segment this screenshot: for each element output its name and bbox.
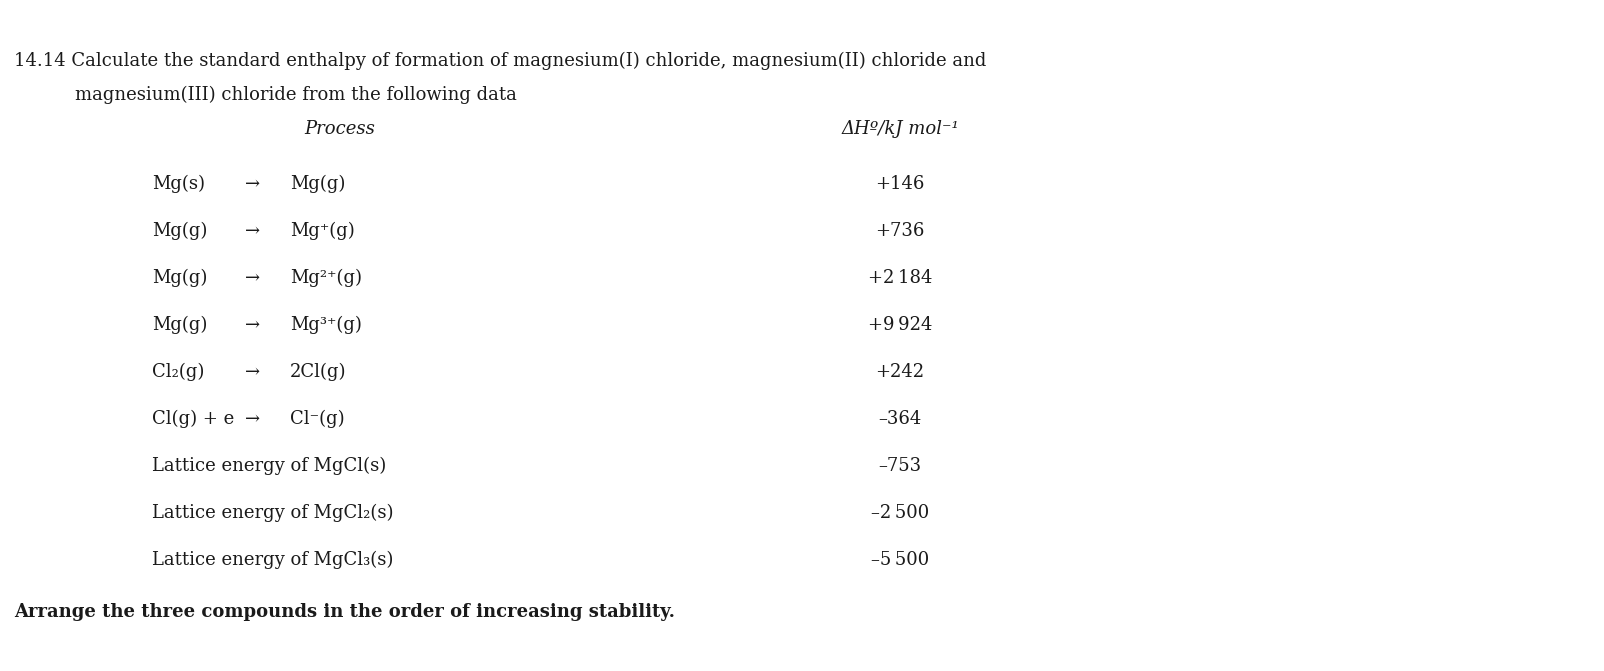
Text: +736: +736 bbox=[876, 222, 924, 240]
Text: –753: –753 bbox=[879, 457, 922, 475]
Text: Mg(g): Mg(g) bbox=[152, 316, 207, 334]
Text: →: → bbox=[245, 363, 260, 381]
Text: +9 924: +9 924 bbox=[868, 316, 932, 334]
Text: –2 500: –2 500 bbox=[871, 504, 929, 522]
Text: Mg(s): Mg(s) bbox=[152, 175, 205, 193]
Text: ΔHº/kJ mol⁻¹: ΔHº/kJ mol⁻¹ bbox=[840, 120, 959, 138]
Text: +242: +242 bbox=[876, 363, 924, 381]
Text: →: → bbox=[245, 316, 260, 334]
Text: –5 500: –5 500 bbox=[871, 551, 929, 569]
Text: Cl⁻(g): Cl⁻(g) bbox=[290, 410, 345, 428]
Text: →: → bbox=[245, 269, 260, 287]
Text: →: → bbox=[245, 222, 260, 240]
Text: 2Cl(g): 2Cl(g) bbox=[290, 363, 346, 381]
Text: Mg⁺(g): Mg⁺(g) bbox=[290, 222, 354, 240]
Text: Mg³⁺(g): Mg³⁺(g) bbox=[290, 316, 363, 334]
Text: Arrange the three compounds in the order of increasing stability.: Arrange the three compounds in the order… bbox=[14, 603, 675, 621]
Text: →: → bbox=[245, 175, 260, 193]
Text: Mg(g): Mg(g) bbox=[290, 175, 345, 193]
Text: magnesium(III) chloride from the following data: magnesium(III) chloride from the followi… bbox=[75, 86, 516, 104]
Text: +146: +146 bbox=[876, 175, 924, 193]
Text: –364: –364 bbox=[879, 410, 922, 428]
Text: Cl(g) + e: Cl(g) + e bbox=[152, 410, 234, 428]
Text: +2 184: +2 184 bbox=[868, 269, 932, 287]
Text: 14.14 Calculate the standard enthalpy of formation of magnesium(I) chloride, mag: 14.14 Calculate the standard enthalpy of… bbox=[14, 52, 986, 70]
Text: Lattice energy of MgCl₂(s): Lattice energy of MgCl₂(s) bbox=[152, 504, 393, 522]
Text: Process: Process bbox=[305, 120, 375, 138]
Text: Mg(g): Mg(g) bbox=[152, 269, 207, 287]
Text: →: → bbox=[245, 410, 260, 428]
Text: Cl₂(g): Cl₂(g) bbox=[152, 363, 204, 381]
Text: Mg²⁺(g): Mg²⁺(g) bbox=[290, 269, 363, 287]
Text: Lattice energy of MgCl(s): Lattice energy of MgCl(s) bbox=[152, 457, 387, 475]
Text: Mg(g): Mg(g) bbox=[152, 222, 207, 240]
Text: Lattice energy of MgCl₃(s): Lattice energy of MgCl₃(s) bbox=[152, 551, 393, 569]
